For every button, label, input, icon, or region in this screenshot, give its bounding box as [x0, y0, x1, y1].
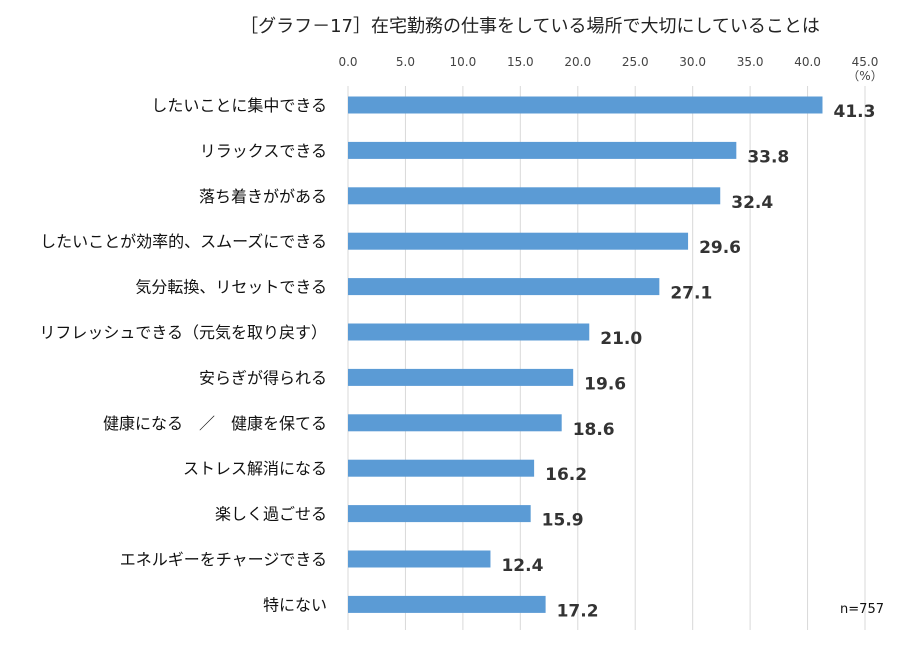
- category-label: エネルギーをチャージできる: [120, 550, 327, 569]
- x-tick-label: 5.0: [396, 55, 415, 69]
- data-label: 29.6: [699, 238, 741, 258]
- gridlines: [347, 86, 866, 630]
- bar: [348, 141, 737, 159]
- data-label: 19.6: [584, 374, 626, 394]
- bar: [348, 414, 562, 432]
- x-axis-ticks: 0.0 5.0 10.0 15.0 20.0 25.0 30.0 35.0 40.0 45.0: [338, 55, 878, 69]
- x-tick-label: 20.0: [564, 55, 591, 69]
- bars: [348, 96, 823, 613]
- data-labels: 41.3 33.8 32.4 29.6 27.1 21.0 19.6 18.6 16.2 15.9…: [501, 102, 875, 621]
- category-label: 楽しく過ごせる: [215, 505, 327, 524]
- category-label: リラックスできる: [200, 141, 327, 160]
- data-label: 17.2: [557, 601, 599, 621]
- bar: [348, 232, 689, 250]
- category-labels: したいことに集中できるリラックスできる落ち着きががあるしたいことが効率的、スムー…: [39, 96, 327, 614]
- data-label: 27.1: [670, 284, 712, 304]
- bar: [348, 505, 531, 523]
- chart-title: ［グラフ－17］在宅勤務の仕事をしている場所で大切にしていることは: [240, 16, 820, 37]
- x-tick-label: 10.0: [450, 55, 477, 69]
- category-label: 健康になる ／ 健康を保てる: [103, 414, 327, 433]
- data-label: 12.4: [501, 556, 543, 576]
- x-tick-label: 30.0: [679, 55, 706, 69]
- x-tick-label: 15.0: [507, 55, 534, 69]
- bar: [348, 368, 574, 386]
- category-label: したいことが効率的、スムーズにできる: [40, 232, 327, 251]
- bar: [348, 278, 660, 296]
- sample-size-note: n=757: [840, 602, 884, 617]
- data-label: 21.0: [600, 329, 642, 349]
- bar: [348, 323, 590, 341]
- data-label: 16.2: [545, 465, 587, 485]
- bar: [348, 96, 823, 114]
- category-label: リフレッシュできる（元気を取り戻す）: [39, 323, 327, 342]
- x-tick-label: 40.0: [794, 55, 821, 69]
- bar: [348, 550, 491, 568]
- x-tick-label: 35.0: [737, 55, 764, 69]
- data-label: 33.8: [747, 147, 789, 167]
- category-label: 落ち着きががある: [199, 187, 327, 206]
- category-label: ストレス解消になる: [183, 459, 327, 478]
- bar: [348, 595, 546, 613]
- data-label: 32.4: [731, 193, 773, 213]
- x-tick-label: 45.0: [852, 55, 879, 69]
- x-tick-label: 25.0: [622, 55, 649, 69]
- bar: [348, 187, 721, 205]
- data-label: 41.3: [833, 102, 875, 122]
- data-label: 18.6: [573, 420, 615, 440]
- bar: [348, 459, 535, 477]
- category-label: 特にない: [263, 595, 327, 614]
- category-label: 安らぎが得られる: [199, 368, 327, 387]
- unit-label: （%）: [847, 69, 882, 83]
- category-label: したいことに集中できる: [151, 96, 327, 115]
- data-label: 15.9: [542, 511, 584, 531]
- category-label: 気分転換、リセットできる: [135, 278, 327, 297]
- x-tick-label: 0.0: [338, 55, 357, 69]
